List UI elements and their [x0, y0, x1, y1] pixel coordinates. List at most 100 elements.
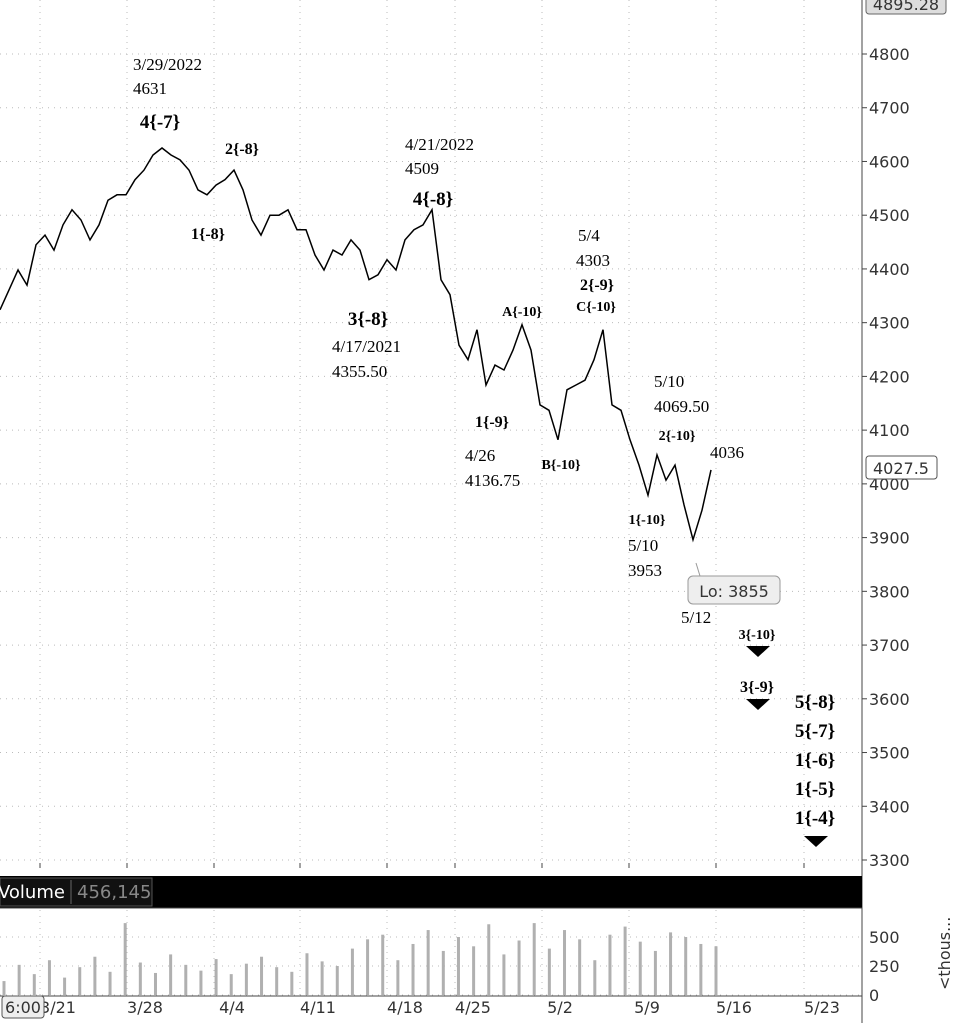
volume-bar	[608, 934, 612, 995]
volume-bar	[517, 940, 521, 995]
volume-bar	[472, 946, 476, 995]
volume-bar	[275, 967, 279, 995]
annotation: 4/21/2022	[405, 135, 474, 154]
volume-bar	[638, 941, 642, 995]
annotation: 2{-9}	[580, 277, 614, 294]
annotation: 1{-4}	[795, 808, 835, 829]
annotation: 4303	[576, 251, 610, 270]
x-tick-label: 5/2	[547, 998, 573, 1017]
annotation: 4/17/2021	[332, 337, 401, 356]
annotation: 4509	[405, 159, 439, 178]
annotation: 4{-8}	[413, 189, 453, 210]
time-label: 6:00	[5, 998, 41, 1017]
price-label: 4027.5	[873, 459, 929, 478]
x-tick-label: 4/25	[455, 998, 491, 1017]
volume-bar	[153, 972, 157, 995]
volume-bar	[669, 932, 673, 995]
volume-bar	[47, 960, 51, 995]
annotation: 1{-5}	[795, 779, 835, 800]
annotation: 4136.75	[465, 471, 520, 490]
x-tick-label: 3/21	[40, 998, 76, 1017]
y-tick-label: 4200	[869, 367, 910, 386]
volume-bar	[699, 943, 703, 995]
annotation: 3{-9}	[740, 679, 774, 696]
annotation: 4{-7}	[140, 112, 180, 133]
price-label: 4895.28	[873, 0, 939, 14]
volume-bar	[32, 974, 36, 995]
x-tick-label: 3/28	[127, 998, 163, 1017]
target-marker	[746, 699, 770, 710]
volume-bar	[199, 970, 203, 995]
volume-bar	[547, 948, 551, 995]
y-tick-label: 4700	[869, 99, 910, 118]
low-box	[687, 575, 781, 605]
volume-bar	[214, 959, 218, 995]
volume-bar	[426, 930, 430, 995]
volume-bar	[169, 954, 173, 995]
volume-bar	[532, 923, 536, 995]
volume-bar	[411, 943, 415, 995]
annotation: 2{-8}	[225, 141, 259, 158]
volume-value: 456,145	[77, 882, 151, 903]
y-tick-label: 500	[869, 928, 900, 947]
annotation: 5/10	[628, 536, 658, 555]
price-box	[865, 455, 938, 480]
volume-bar	[123, 923, 127, 995]
plot-area	[0, 0, 862, 868]
volume-bar	[93, 956, 97, 995]
volume-bar	[487, 924, 491, 995]
volume-bar	[381, 934, 385, 995]
annotation: 5/12	[681, 608, 711, 627]
volume-tab	[0, 877, 153, 907]
volume-bar	[108, 971, 112, 995]
y-tick-label: 3400	[869, 797, 910, 816]
y-tick-label: 4800	[869, 45, 910, 64]
annotation: 1{-8}	[191, 226, 225, 243]
x-tick-label: 5/16	[716, 998, 752, 1017]
y-tick-label: 0	[869, 986, 879, 1005]
y-tick-label: 3700	[869, 636, 910, 655]
x-tick-label: 5/9	[634, 998, 660, 1017]
y-tick-label: 3600	[869, 690, 910, 709]
annotation: 5/4	[578, 226, 600, 245]
volume-bar	[396, 960, 400, 995]
volume-bar	[78, 967, 82, 995]
annotation: 3{-8}	[348, 309, 388, 330]
target-marker	[746, 646, 770, 657]
volume-bar	[456, 937, 460, 995]
target-marker	[804, 836, 828, 847]
volume-bar	[653, 950, 657, 995]
volume-bar	[229, 974, 233, 995]
volume-bar	[366, 939, 370, 995]
annotation: 4036	[710, 443, 744, 462]
y-tick-label: 4400	[869, 260, 910, 279]
low-label: Lo: 3855	[699, 582, 769, 601]
annotation: 3953	[628, 561, 662, 580]
volume-bar	[623, 926, 627, 995]
y-tick-label: 4300	[869, 314, 910, 333]
volume-bar	[138, 962, 142, 995]
annotation: A{-10}	[502, 305, 542, 320]
volume-title: Volume	[0, 882, 65, 903]
y-tick-label: 4500	[869, 206, 910, 225]
x-tick-label: 4/4	[219, 998, 245, 1017]
x-tick-label: 4/11	[300, 998, 336, 1017]
price-box	[865, 0, 947, 15]
time-box	[1, 995, 45, 1019]
y-tick-label: 3800	[869, 582, 910, 601]
annotation: C{-10}	[576, 300, 616, 315]
x-tick-label: 5/23	[804, 998, 840, 1017]
x-tick-label: 4/18	[387, 998, 423, 1017]
y-tick-label: 250	[869, 957, 900, 976]
low-callout	[695, 562, 701, 577]
volume-bar	[578, 939, 582, 995]
volume-bar	[2, 981, 6, 995]
volume-bar	[17, 964, 21, 995]
volume-bar	[305, 953, 309, 995]
volume-bar	[244, 963, 248, 995]
y-tick-label: 4000	[869, 475, 910, 494]
volume-bar	[502, 954, 506, 995]
annotation: 5{-7}	[795, 721, 835, 742]
annotation: B{-10}	[541, 458, 581, 473]
